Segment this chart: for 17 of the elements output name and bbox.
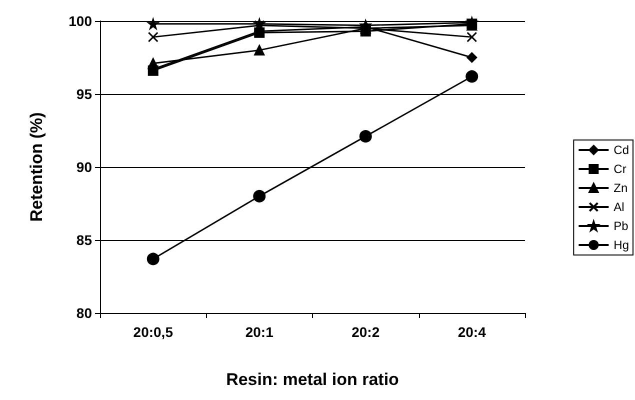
y-tick-label: 95	[76, 86, 92, 102]
legend-label: Cr	[614, 162, 626, 176]
x-tick-label: 20:2	[352, 324, 380, 340]
y-tick-label: 80	[76, 305, 92, 321]
y-tick-label: 85	[76, 232, 92, 248]
y-tick-label: 100	[68, 13, 92, 29]
x-tick-label: 20:0,5	[133, 324, 174, 340]
y-axis-title: Retention (%)	[27, 112, 46, 222]
legend-label: Cd	[614, 143, 630, 157]
y-tick-label: 90	[76, 159, 92, 175]
legend-label: Zn	[614, 181, 628, 195]
legend-label: Pb	[614, 219, 629, 233]
x-tick-label: 20:4	[458, 324, 486, 340]
legend-label: Al	[614, 200, 624, 214]
x-axis-title: Resin: metal ion ratio	[226, 370, 399, 389]
x-tick-label: 20:1	[245, 324, 274, 340]
legend-label: Hg	[614, 238, 630, 252]
